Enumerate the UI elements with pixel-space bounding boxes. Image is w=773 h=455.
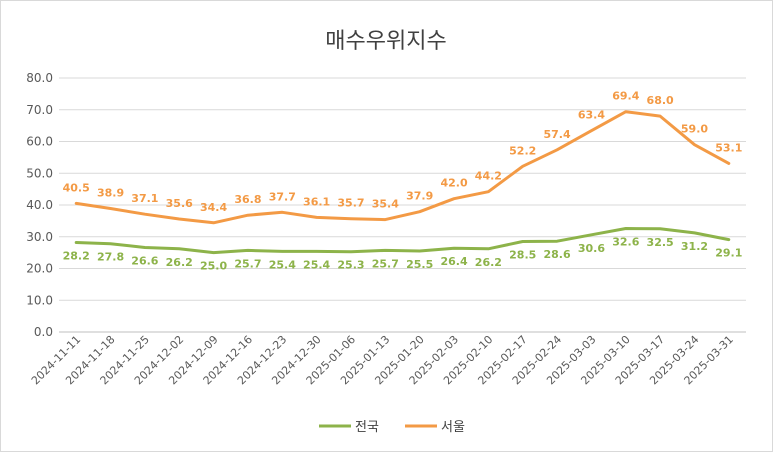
data-label: 44.2 (475, 170, 502, 183)
data-label: 32.5 (647, 236, 674, 249)
y-tick-label: 60.0 (26, 135, 53, 149)
y-tick-label: 80.0 (26, 71, 53, 85)
data-label: 27.8 (97, 251, 124, 264)
data-label: 57.4 (544, 128, 571, 141)
data-label: 35.4 (372, 198, 399, 211)
data-labels: 28.2 27.8 26.6 26.2 25.0 25.7 25.4 25.4 25.3 25.7… (63, 90, 743, 273)
data-label: 53.1 (715, 141, 742, 154)
data-label: 37.1 (131, 192, 158, 205)
data-label: 26.2 (475, 256, 502, 269)
data-label: 25.7 (234, 257, 261, 270)
y-tick-label: 70.0 (26, 103, 53, 117)
series-lines (74, 110, 731, 255)
data-label: 38.9 (97, 186, 124, 199)
data-label: 35.6 (166, 197, 193, 210)
data-label: 25.0 (200, 260, 227, 273)
data-label: 63.4 (578, 109, 605, 122)
y-tick-label: 40.0 (26, 198, 53, 212)
data-label: 26.4 (440, 255, 467, 268)
data-label: 37.9 (406, 190, 433, 203)
data-label: 35.7 (337, 197, 364, 210)
gridlines (59, 77, 746, 333)
data-label: 25.5 (406, 258, 433, 271)
y-tick-label: 10.0 (26, 293, 53, 307)
data-label: 32.6 (612, 235, 639, 248)
y-tick-label: 0.0 (34, 325, 53, 339)
data-label: 40.5 (63, 181, 90, 194)
data-label: 31.2 (681, 240, 708, 253)
data-label: 29.1 (715, 247, 742, 260)
data-label: 25.4 (303, 258, 330, 271)
data-label: 59.0 (681, 123, 708, 136)
data-label: 26.6 (131, 255, 158, 268)
x-axis-tick-labels: 2024-11-112024-11-182024-11-252024-12-02… (29, 333, 736, 387)
data-label: 34.4 (200, 201, 227, 214)
chart-title: 매수우위지수 (325, 29, 446, 54)
legend-label: 전국 (355, 420, 379, 435)
data-label: 36.1 (303, 195, 330, 208)
data-label: 25.4 (269, 258, 296, 271)
y-tick-label: 20.0 (26, 262, 53, 276)
y-axis-tick-labels: 0.0 10.0 20.0 30.0 40.0 50.0 60.0 70.0 80.0 (26, 71, 53, 339)
data-label: 36.8 (234, 193, 261, 206)
y-tick-label: 30.0 (26, 230, 53, 244)
series-line-2 (74, 110, 731, 225)
data-label: 26.2 (166, 256, 193, 269)
data-label: 28.2 (63, 249, 90, 262)
legend-label: 서울 (441, 420, 465, 435)
data-label: 37.7 (269, 190, 296, 203)
data-label: 68.0 (647, 94, 674, 107)
data-label: 42.0 (440, 177, 467, 190)
legend: 전국 서울 (319, 420, 465, 435)
data-label: 28.5 (509, 249, 536, 262)
y-tick-label: 50.0 (26, 166, 53, 180)
data-label: 28.6 (544, 248, 571, 261)
data-label: 30.6 (578, 242, 605, 255)
data-label: 52.2 (509, 144, 536, 157)
data-label: 25.3 (337, 259, 364, 272)
data-label: 25.7 (372, 257, 399, 270)
series-line-1 (74, 227, 731, 255)
data-label: 69.4 (612, 90, 639, 103)
